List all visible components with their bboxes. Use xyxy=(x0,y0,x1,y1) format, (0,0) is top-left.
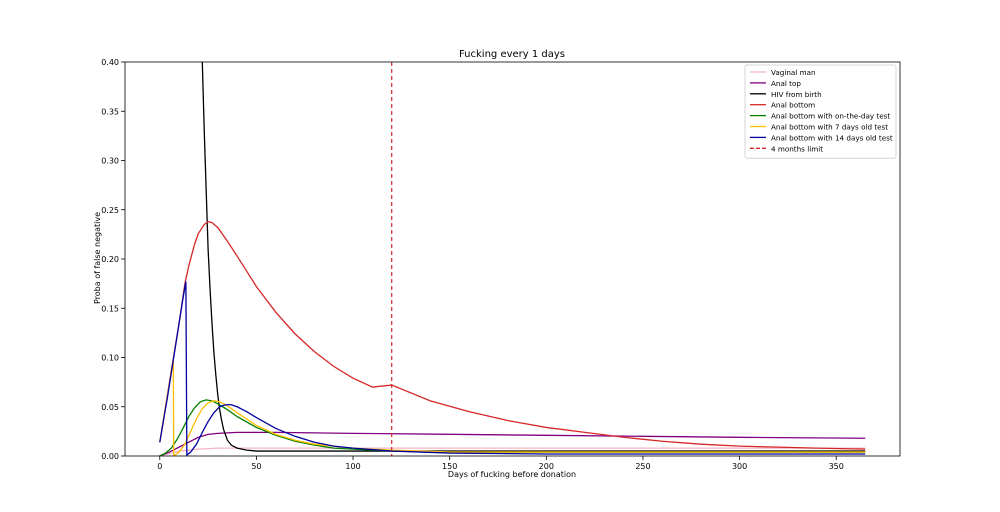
legend-label-4: Anal bottom with on-the-day test xyxy=(771,112,890,121)
y-tick-label-2: 0.10 xyxy=(101,354,119,363)
x-tick-label-1: 50 xyxy=(251,462,261,471)
x-tick-label-7: 350 xyxy=(829,462,844,471)
y-tick-label-6: 0.30 xyxy=(101,157,119,166)
y-axis-label: Proba of false negative xyxy=(93,212,102,304)
legend-label-0: Vaginal man xyxy=(771,68,816,77)
series-line-2 xyxy=(201,62,866,452)
x-tick-label-0: 0 xyxy=(157,462,162,471)
y-tick-label-4: 0.20 xyxy=(101,255,119,264)
legend-label-2: HIV from birth xyxy=(771,90,822,99)
y-tick-label-0: 0.00 xyxy=(101,452,119,461)
legend-label-5: Anal bottom with 7 days old test xyxy=(771,123,888,132)
legend-label-7: 4 months limit xyxy=(771,144,823,153)
x-axis-label: Days of fucking before donation xyxy=(448,470,576,479)
series-line-5 xyxy=(159,360,866,456)
y-tick-label-1: 0.05 xyxy=(101,403,119,412)
series-line-3 xyxy=(159,220,866,450)
x-tick-label-4: 200 xyxy=(539,462,554,471)
series-line-0 xyxy=(159,447,866,456)
x-tick-label-5: 250 xyxy=(635,462,650,471)
chart-title: Fucking every 1 days xyxy=(459,49,565,60)
legend-label-6: Anal bottom with 14 days old test xyxy=(771,133,893,142)
y-tick-label-3: 0.15 xyxy=(101,304,119,313)
x-tick-label-3: 150 xyxy=(442,462,457,471)
y-tick-label-5: 0.25 xyxy=(101,206,119,215)
series-line-6 xyxy=(159,281,866,456)
x-tick-label-6: 300 xyxy=(732,462,747,471)
x-tick-label-2: 100 xyxy=(345,462,360,471)
legend: Vaginal man Anal top HIV from birth Anal bo… xyxy=(744,64,897,159)
legend-box xyxy=(744,64,897,159)
legend-label-3: Anal bottom xyxy=(771,101,815,110)
legend-label-1: Anal top xyxy=(771,79,801,88)
y-tick-label-8: 0.40 xyxy=(101,58,119,67)
y-tick-label-7: 0.35 xyxy=(101,107,119,116)
